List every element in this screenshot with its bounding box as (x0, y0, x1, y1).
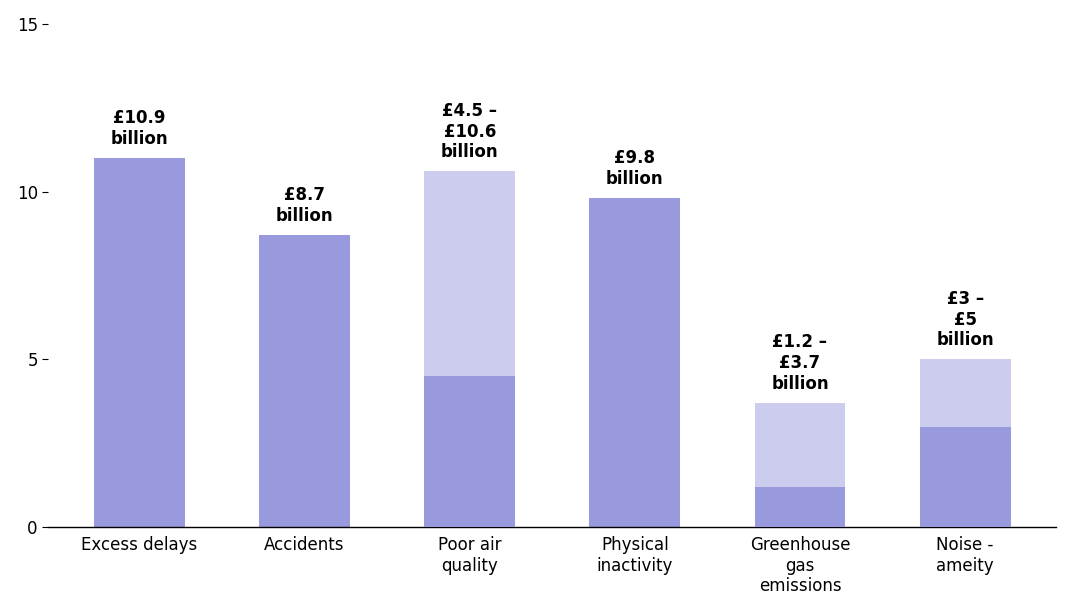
Text: £4.5 –
£10.6
billion: £4.5 – £10.6 billion (441, 102, 499, 162)
Bar (260, 235, 350, 528)
Bar (754, 487, 846, 528)
Bar (589, 198, 680, 528)
Text: £1.2 –
£3.7
billion: £1.2 – £3.7 billion (771, 334, 828, 393)
Text: £3 –
£5
billion: £3 – £5 billion (937, 290, 994, 349)
Bar (920, 359, 1011, 528)
Bar (754, 403, 846, 528)
Bar (94, 158, 185, 528)
Text: £9.8
billion: £9.8 billion (606, 149, 663, 188)
Text: £10.9
billion: £10.9 billion (111, 109, 168, 148)
Bar (424, 171, 515, 528)
Bar (920, 427, 1011, 528)
Text: £8.7
billion: £8.7 billion (276, 187, 334, 225)
Bar (424, 376, 515, 528)
